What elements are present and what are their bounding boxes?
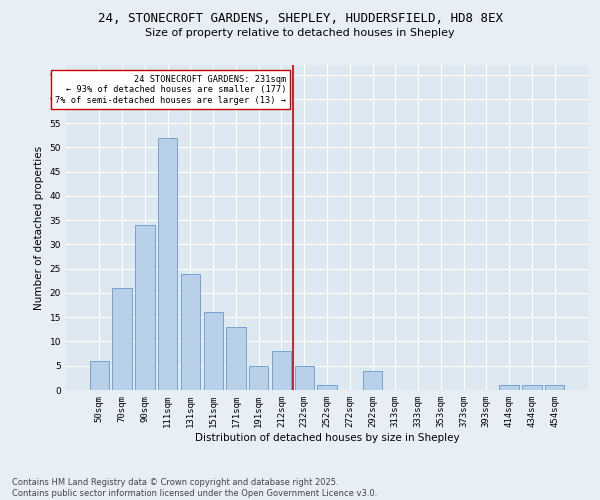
Bar [226,327,245,390]
Text: Contains HM Land Registry data © Crown copyright and database right 2025.
Contai: Contains HM Land Registry data © Crown c… [12,478,377,498]
Y-axis label: Number of detached properties: Number of detached properties [34,146,44,310]
Text: 24, STONECROFT GARDENS, SHEPLEY, HUDDERSFIELD, HD8 8EX: 24, STONECROFT GARDENS, SHEPLEY, HUDDERS… [97,12,503,26]
Bar [249,366,268,390]
Bar [545,385,564,390]
Text: Size of property relative to detached houses in Shepley: Size of property relative to detached ho… [145,28,455,38]
Bar [272,351,291,390]
Bar [135,225,155,390]
Bar [295,366,314,390]
Bar [499,385,519,390]
Bar [158,138,178,390]
Bar [112,288,132,390]
Bar [90,361,109,390]
Bar [203,312,223,390]
Text: 24 STONECROFT GARDENS: 231sqm
← 93% of detached houses are smaller (177)
7% of s: 24 STONECROFT GARDENS: 231sqm ← 93% of d… [55,74,286,104]
Bar [181,274,200,390]
Bar [317,385,337,390]
Bar [363,370,382,390]
X-axis label: Distribution of detached houses by size in Shepley: Distribution of detached houses by size … [194,432,460,442]
Bar [522,385,542,390]
